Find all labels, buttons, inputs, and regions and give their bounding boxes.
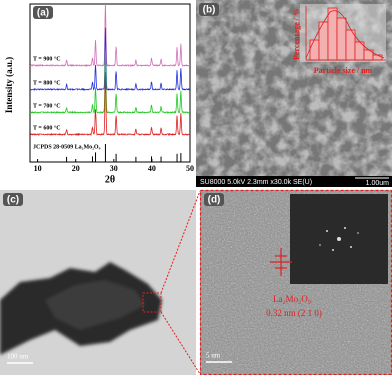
- x-tick-label: 10: [34, 164, 42, 173]
- panel-b: SU8000 5.0kV 2.3mm x30.0k SE(U) 1.00um P…: [196, 0, 392, 187]
- scale-text: 100 nm: [7, 353, 29, 361]
- x-tick-label: 20: [72, 164, 80, 173]
- x-tick-label: 50: [186, 164, 194, 173]
- panel-label: (b): [203, 5, 216, 16]
- panel-label: (c): [7, 195, 19, 206]
- sem-info: SU8000 5.0kV 2.3mm x30.0k SE(U): [200, 179, 312, 186]
- trace-label: T = 800 °C: [33, 79, 61, 86]
- y-axis-label: Intensity (a.u.): [4, 57, 14, 113]
- scale-text: 5 nm: [206, 352, 221, 360]
- trace-label: T = 900 °C: [33, 55, 61, 62]
- inset-y-label: Percentage / %: [292, 8, 301, 60]
- phase-label: La₂Mo₂O₉: [273, 294, 311, 304]
- x-axis-label: 2θ: [105, 174, 115, 185]
- inset-x-label: Particle size / nm: [314, 66, 373, 75]
- inset-histogram: [300, 4, 386, 62]
- panel-c: 100 nm (c): [0, 190, 196, 375]
- x-tick-label: 30: [110, 164, 118, 173]
- x-tick-label: 40: [148, 164, 156, 173]
- panel-label: (a): [37, 8, 49, 19]
- spacing-label: 0.32 nm (2 1 0): [266, 308, 322, 318]
- panel-label: (d): [208, 195, 221, 206]
- trace-label: T = 600 °C: [33, 124, 61, 131]
- reference-label: JCPDS 28-0509 La₂Mo₂O₉: [33, 144, 101, 150]
- scale-text: 1.00um: [366, 180, 390, 187]
- panel-a: Intensity (a.u.) 2θ (a) 10 20 30 40 50 JCPDS …: [4, 3, 194, 185]
- trace-label: T = 700 °C: [33, 102, 61, 109]
